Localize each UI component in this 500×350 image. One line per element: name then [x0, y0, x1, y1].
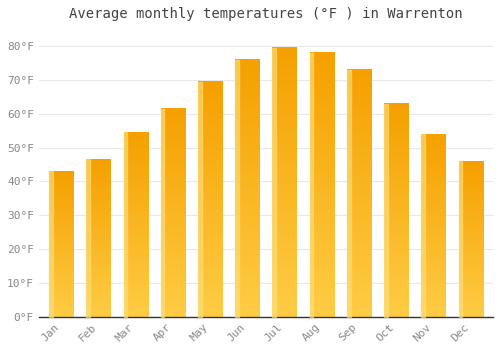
Title: Average monthly temperatures (°F ) in Warrenton: Average monthly temperatures (°F ) in Wa… [69, 7, 462, 21]
